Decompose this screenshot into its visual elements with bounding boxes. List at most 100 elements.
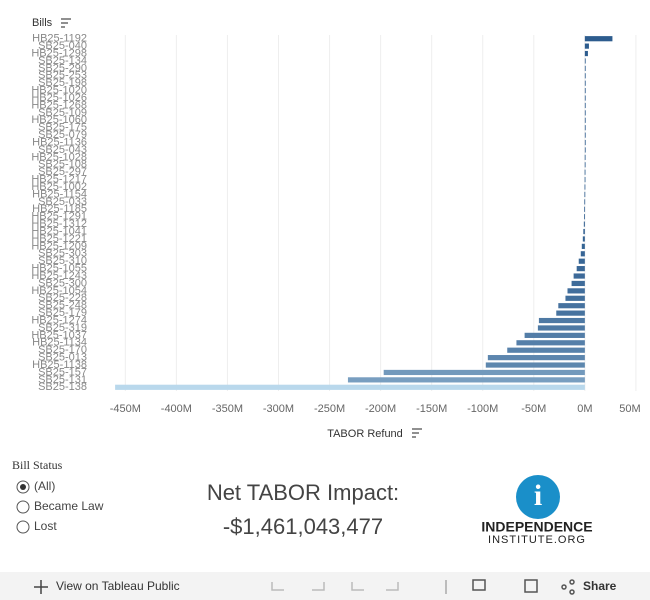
y-tick-label: SB25-297 bbox=[38, 166, 87, 178]
y-tick-label: SB25-108 bbox=[38, 159, 87, 171]
radio-dot bbox=[20, 484, 26, 490]
y-tick-label: HB25-1298 bbox=[31, 47, 87, 59]
bar bbox=[583, 228, 585, 235]
y-tick-label: SB25-040 bbox=[38, 40, 87, 52]
y-tick-label: HB25-1312 bbox=[31, 218, 87, 230]
y-tick-label: HB25-1028 bbox=[31, 151, 87, 163]
y-tick-label: HB25-1154 bbox=[32, 188, 87, 200]
y-tick-label: HB25-1185 bbox=[32, 203, 87, 215]
y-tick-label: HB25-1037 bbox=[31, 329, 87, 341]
bar bbox=[565, 295, 585, 301]
bar bbox=[584, 206, 586, 212]
y-tick-label: SB25-300 bbox=[38, 277, 87, 289]
tableau-icon bbox=[34, 580, 48, 594]
logo-name: INDEPENDENCE bbox=[481, 519, 592, 535]
bar bbox=[571, 280, 585, 287]
share-button[interactable]: Share bbox=[583, 579, 617, 593]
y-tick-label: SB25-179 bbox=[38, 307, 87, 319]
y-tick-label: SB25-228 bbox=[38, 292, 87, 304]
bar bbox=[115, 384, 585, 390]
bar bbox=[584, 199, 586, 205]
x-tick-label: -50M bbox=[521, 403, 546, 415]
bar bbox=[558, 303, 585, 309]
bar bbox=[516, 340, 585, 346]
y-tick-label: SB25-319 bbox=[38, 322, 87, 334]
y-tick-label: HB25-1221 bbox=[31, 233, 87, 245]
y-tick-label: HB25-1217 bbox=[31, 174, 87, 186]
y-tick-label: SB25-043 bbox=[38, 144, 87, 156]
sort-icon[interactable] bbox=[61, 18, 71, 28]
bar bbox=[584, 191, 586, 198]
y-tick-label: SB25-170 bbox=[38, 344, 87, 356]
radio[interactable] bbox=[16, 500, 30, 514]
x-tick-label: -200M bbox=[365, 403, 396, 415]
bar bbox=[584, 177, 586, 183]
y-tick-label: SB25-131 bbox=[38, 374, 87, 386]
y-tick-label: HB25-1138 bbox=[32, 359, 87, 371]
bar bbox=[584, 65, 586, 71]
sort-icon[interactable] bbox=[412, 428, 422, 438]
y-tick-label: SB25-310 bbox=[38, 255, 87, 267]
radio[interactable] bbox=[16, 520, 30, 534]
y-tick-label: SB25-134 bbox=[38, 55, 87, 67]
y-tick-label: HB25-1026 bbox=[31, 92, 87, 104]
bar bbox=[584, 169, 586, 175]
x-tick-label: -250M bbox=[314, 403, 345, 415]
y-tick-label: HB25-1291 bbox=[31, 211, 87, 223]
bar bbox=[583, 221, 585, 227]
x-axis-title: TABOR Refund bbox=[327, 428, 403, 440]
bar bbox=[524, 332, 585, 338]
bar bbox=[556, 310, 585, 316]
y-tick-label: HB25-1192 bbox=[32, 33, 87, 45]
y-tick-label: HB25-1274 bbox=[31, 314, 87, 326]
y-tick-label: HB25-1136 bbox=[32, 136, 87, 148]
bar bbox=[584, 36, 613, 42]
filter-options: (All) Became Law Lost bbox=[16, 479, 104, 534]
y-tick-label: SB25-253 bbox=[38, 70, 87, 82]
y-tick-label: HB25-1041 bbox=[31, 225, 87, 237]
bar bbox=[584, 214, 585, 220]
logo: i INDEPENDENCE INSTITUTE.ORG bbox=[481, 475, 593, 546]
bar bbox=[573, 273, 585, 279]
y-tick-label: HB25-1055 bbox=[31, 263, 87, 275]
bar bbox=[487, 355, 585, 361]
x-tick-label: 50M bbox=[619, 403, 640, 415]
bar bbox=[584, 95, 586, 101]
logo-site: INSTITUTE.ORG bbox=[488, 534, 586, 546]
y-tick-label: SB25-303 bbox=[38, 248, 87, 260]
y-tick-label: SB25-013 bbox=[38, 352, 87, 364]
y-tick-label: SB25-198 bbox=[38, 77, 87, 89]
bar bbox=[567, 288, 585, 294]
y-tick-label: SB25-157 bbox=[38, 366, 87, 378]
toolbar-icons bbox=[271, 579, 575, 595]
bar bbox=[584, 50, 588, 57]
y-tick-label: SB25-248 bbox=[38, 300, 87, 312]
bar bbox=[537, 325, 585, 331]
bar bbox=[584, 162, 586, 168]
x-tick-label: -100M bbox=[467, 403, 498, 415]
x-tick-label: 0M bbox=[577, 403, 592, 415]
y-tick-label: SB25-109 bbox=[38, 107, 87, 119]
bar bbox=[584, 147, 586, 153]
bar bbox=[584, 102, 586, 109]
bar bbox=[584, 125, 586, 131]
y-tick-label: SB25-175 bbox=[38, 122, 87, 134]
toolbar bbox=[0, 572, 650, 600]
bar bbox=[582, 236, 585, 242]
x-tick-label: -150M bbox=[416, 403, 447, 415]
y-tick-label: SB25-290 bbox=[38, 62, 87, 74]
bar bbox=[584, 139, 586, 146]
bar bbox=[507, 347, 585, 353]
filter-title: Bill Status bbox=[12, 458, 63, 472]
bar bbox=[584, 132, 586, 138]
bar bbox=[383, 369, 585, 376]
bar bbox=[580, 251, 585, 257]
bar bbox=[584, 117, 586, 123]
x-tick-label: -350M bbox=[212, 403, 243, 415]
bar bbox=[581, 243, 585, 249]
bar bbox=[584, 73, 586, 79]
view-link[interactable]: View on Tableau Public bbox=[56, 579, 180, 593]
x-tick-label: -450M bbox=[110, 403, 141, 415]
y-tick-label: HB25-1243 bbox=[31, 270, 87, 282]
